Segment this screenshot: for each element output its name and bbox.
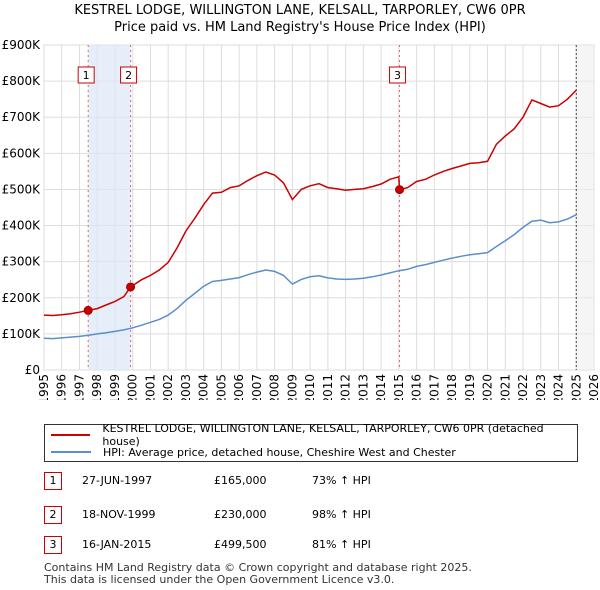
- y-tick-label: £300K: [2, 255, 42, 269]
- hpi-series-line: [43, 214, 577, 340]
- x-tick-label: 2015: [392, 374, 406, 400]
- x-tick-label: 2008: [268, 374, 282, 400]
- y-tick-label: £200K: [2, 291, 42, 305]
- legend-item-hpi: HPI: Average price, detached house, Ches…: [51, 444, 456, 460]
- chart-subtitle: Price paid vs. HM Land Registry's House …: [114, 20, 486, 35]
- x-tick-label: 2019: [463, 374, 477, 400]
- sale-point: [126, 282, 136, 292]
- plot-area: [43, 44, 595, 371]
- sale-date: 18-NOV-1999: [82, 508, 156, 521]
- sale-row: 3 16-JAN-2015 £499,500 81% ↑ HPI: [44, 536, 444, 554]
- x-tick-label: 2011: [321, 374, 335, 400]
- footer-licence: This data is licensed under the Open Gov…: [44, 573, 395, 586]
- y-tick-label: £900K: [2, 38, 42, 52]
- sale-number-box: [120, 66, 138, 84]
- sale-badge: 3: [44, 536, 62, 554]
- x-tick-label: 2016: [410, 374, 424, 400]
- x-tick-label: 2013: [356, 374, 370, 400]
- y-tick-label: £0: [25, 363, 40, 377]
- sale-number-box: [77, 66, 95, 84]
- legend-label-property: KESTREL LODGE, WILLINGTON LANE, KELSALL,…: [102, 422, 544, 448]
- x-tick-label: 2003: [179, 374, 193, 400]
- x-tick-label: 2020: [481, 374, 495, 400]
- sale-date: 16-JAN-2015: [82, 538, 152, 551]
- chart-title: KESTREL LODGE, WILLINGTON LANE, KELSALL,…: [74, 3, 526, 18]
- y-tick-label: £500K: [2, 182, 42, 196]
- x-tick-label: 2014: [374, 374, 388, 400]
- sale-point: [395, 185, 405, 195]
- x-tick-label: 2026: [587, 374, 600, 400]
- sale-price: £499,500: [214, 538, 267, 551]
- x-tick-label: 2023: [534, 374, 548, 400]
- y-tick-label: £700K: [2, 110, 42, 124]
- sale-row: 1 27-JUN-1997 £165,000 73% ↑ HPI: [44, 472, 444, 490]
- legend-item-property: KESTREL LODGE, WILLINGTON LANE, KELSALL,…: [51, 422, 577, 448]
- legend-swatch-red: [51, 434, 91, 436]
- x-tick-label: 1997: [72, 374, 86, 400]
- x-tick-label: 2021: [498, 374, 512, 400]
- x-tick-label: 2018: [445, 374, 459, 400]
- x-tick-label: 2017: [427, 374, 441, 400]
- y-tick-label: £100K: [2, 327, 42, 341]
- price-chart: £0 £100K £200K £300K £400K £500K £600K £700K £80…: [2, 38, 600, 400]
- chart-legend: KESTREL LODGE, WILLINGTON LANE, KELSALL,…: [44, 422, 578, 462]
- x-tick-label: 2000: [126, 374, 140, 400]
- footer-copyright: Contains HM Land Registry data © Crown c…: [44, 561, 472, 574]
- x-tick-label: 2022: [516, 374, 530, 400]
- x-tick-label: 1999: [108, 374, 122, 400]
- sale-hpi-change: 98% ↑ HPI: [312, 508, 371, 521]
- x-tick-label: 2009: [285, 374, 299, 400]
- sale-hpi-change: 81% ↑ HPI: [312, 538, 371, 551]
- sale-hpi-change: 73% ↑ HPI: [312, 474, 371, 487]
- sale-number-box: [389, 66, 407, 84]
- x-tick-label: 2004: [197, 374, 211, 400]
- x-tick-label: 2005: [214, 374, 228, 400]
- sale-number-label: 2: [125, 69, 132, 82]
- y-tick-label: £800K: [2, 74, 42, 88]
- sale-period-shade: [88, 45, 131, 370]
- sale-badge: 1: [44, 472, 62, 490]
- x-tick-label: 2012: [339, 374, 353, 400]
- sale-price: £230,000: [214, 508, 267, 521]
- forecast-region: [576, 45, 594, 370]
- sale-badge: 2: [44, 506, 62, 524]
- x-tick-label: 2025: [569, 374, 583, 400]
- x-tick-label: 2001: [143, 374, 157, 400]
- sale-number-label: 3: [394, 69, 401, 82]
- sale-price: £165,000: [214, 474, 267, 487]
- legend-label-hpi: HPI: Average price, detached house, Ches…: [103, 445, 456, 459]
- y-tick-label: £400K: [2, 219, 42, 233]
- sale-date: 27-JUN-1997: [82, 474, 153, 487]
- x-tick-label: 1996: [55, 374, 69, 400]
- x-tick-label: 1998: [90, 374, 104, 400]
- x-tick-label: 1995: [37, 374, 51, 400]
- x-tick-label: 2010: [303, 374, 317, 400]
- y-tick-label: £600K: [2, 146, 42, 160]
- sale-number-label: 1: [83, 69, 90, 82]
- legend-swatch-blue: [51, 451, 91, 453]
- x-tick-label: 2006: [232, 374, 246, 400]
- sale-row: 2 18-NOV-1999 £230,000 98% ↑ HPI: [44, 506, 444, 524]
- sale-point: [83, 305, 93, 315]
- x-tick-label: 2024: [552, 374, 566, 400]
- x-tick-label: 2002: [161, 374, 175, 400]
- x-tick-label: 2007: [250, 374, 264, 400]
